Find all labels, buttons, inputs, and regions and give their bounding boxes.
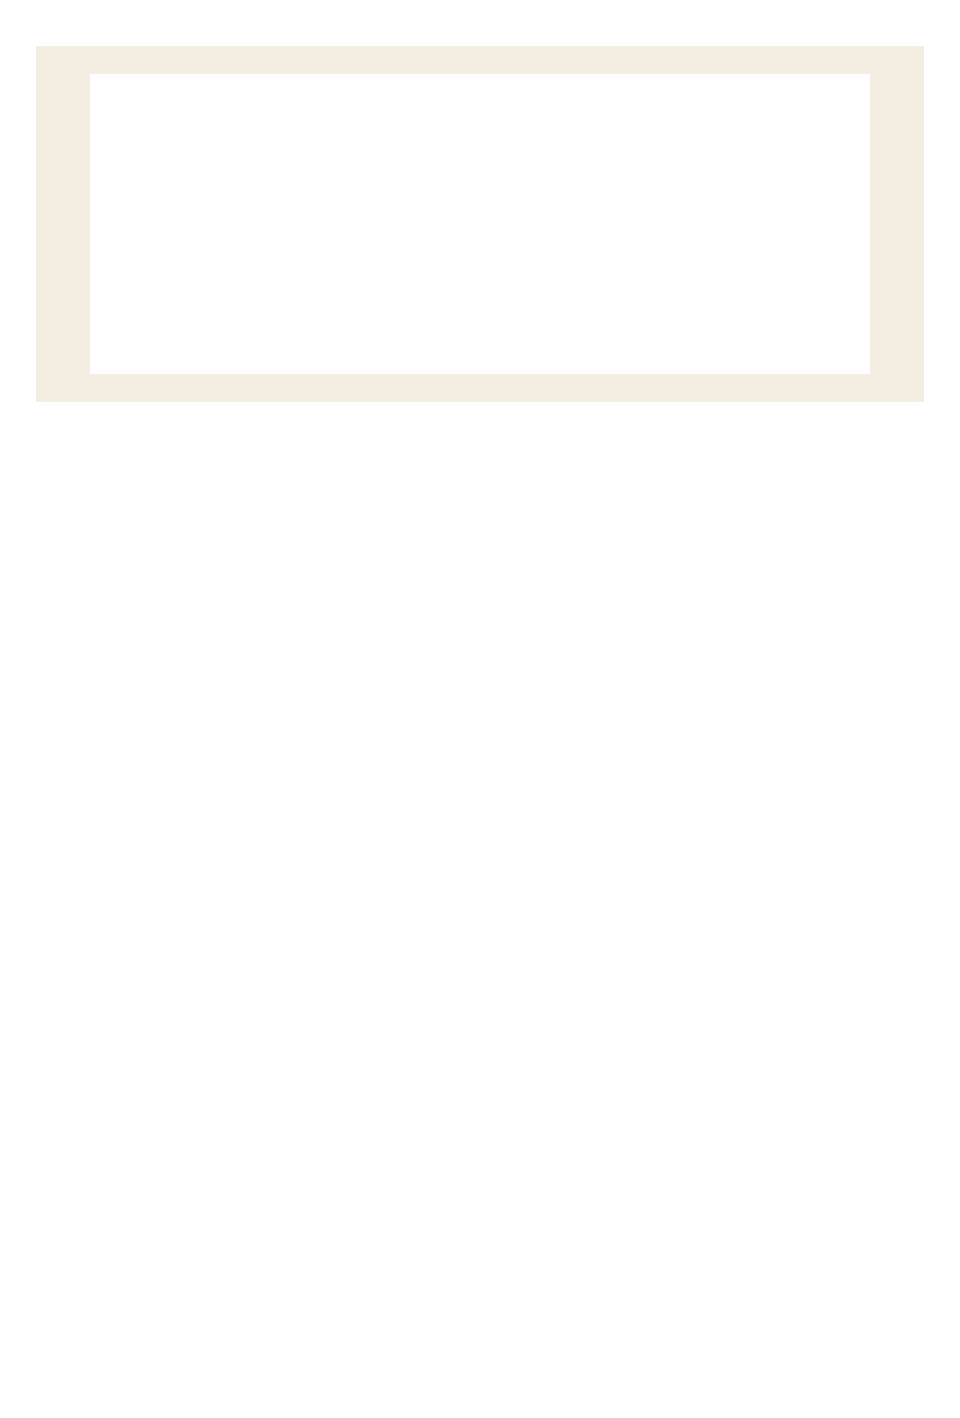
bars-row (90, 74, 870, 374)
chart-plot-area (90, 74, 870, 374)
chart-container (36, 46, 924, 402)
